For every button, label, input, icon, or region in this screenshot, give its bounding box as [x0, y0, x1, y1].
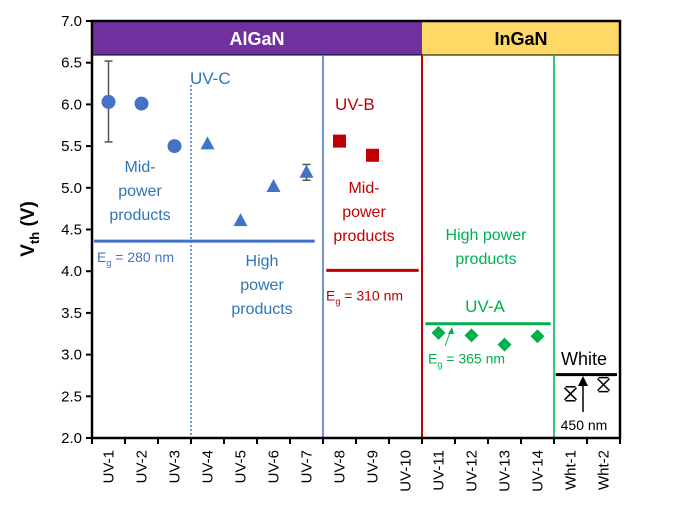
high-power-label: products	[231, 301, 292, 318]
data-point-circle	[101, 94, 116, 109]
x-tick-label: UV-14	[530, 450, 547, 492]
uva-label: UV-A	[465, 297, 505, 316]
white-label: White	[561, 349, 607, 369]
mid-power-label: products	[109, 207, 170, 224]
data-point-asterisk	[596, 376, 611, 393]
y-tick-label: 5.5	[61, 138, 82, 155]
band-label: InGaN	[494, 29, 547, 49]
band-ingan	[422, 21, 620, 55]
x-tick-label: UV-7	[299, 450, 316, 483]
label-rest: = 280 nm	[111, 249, 174, 265]
x-tick-label: UV-13	[497, 450, 514, 492]
y-tick-label: 4.0	[61, 263, 82, 280]
high-power-label: High power	[446, 227, 528, 244]
label-rest: = 365 nm	[442, 351, 505, 367]
x-tick-label: UV-1	[101, 450, 118, 483]
data-point-diamond	[431, 325, 446, 340]
eg-310-label: Eg = 310 nm	[326, 287, 403, 306]
x-tick-label: UV-8	[332, 450, 349, 483]
label-rest: (V)	[18, 201, 39, 232]
band-algan	[92, 21, 422, 55]
label-rest: = 310 nm	[340, 287, 403, 303]
label-sub: g	[437, 360, 442, 370]
eg-365-label: Eg = 365 nm	[428, 351, 505, 370]
label-sub: g	[335, 296, 340, 306]
label-sub: g	[106, 258, 111, 268]
data-point-triangle	[200, 136, 215, 150]
y-tick-label: 2.0	[61, 430, 82, 447]
data-point-triangle	[233, 213, 248, 227]
data-point-triangle	[266, 178, 281, 192]
data-point-circle	[167, 139, 182, 154]
x-tick-label: Wht-2	[596, 450, 613, 490]
data-point-circle	[134, 96, 149, 111]
y-axis-label: Vth (V)	[18, 201, 42, 257]
band-label: AlGaN	[229, 29, 284, 49]
mid-power-label: Mid-	[348, 180, 379, 197]
mid-power-label: power	[342, 204, 386, 221]
data-point-square	[366, 148, 379, 162]
data-point-diamond	[497, 337, 512, 352]
data-point-diamond	[464, 328, 479, 343]
high-power-label: power	[240, 277, 284, 294]
y-tick-label: 3.5	[61, 305, 82, 322]
x-tick-label: UV-12	[464, 450, 481, 492]
asterisk-stroke	[563, 387, 578, 401]
high-power-label: High	[246, 253, 279, 270]
asterisk-stroke	[596, 378, 611, 392]
y-tick-label: 5.0	[61, 180, 82, 197]
450nm-label: 450 nm	[561, 417, 608, 433]
arrow-head-icon	[578, 376, 588, 386]
x-tick-label: UV-6	[266, 450, 283, 483]
x-tick-label: UV-11	[431, 450, 448, 491]
uvc-label: UV-C	[190, 69, 231, 88]
label-main: E	[326, 287, 335, 303]
x-tick-label: UV-10	[398, 450, 415, 492]
data-point-square	[333, 134, 346, 148]
mid-power-label: products	[333, 228, 394, 245]
arrow-head-icon	[448, 327, 454, 334]
data-point-diamond	[530, 329, 545, 344]
y-tick-label: 6.0	[61, 96, 82, 113]
x-tick-label: UV-2	[134, 450, 151, 483]
x-tick-label: Wht-1	[563, 450, 580, 490]
y-tick-label: 4.5	[61, 222, 82, 239]
x-tick-label: UV-9	[365, 450, 382, 483]
label-sub: th	[27, 232, 42, 244]
label-main: E	[97, 249, 106, 265]
mid-power-label: power	[118, 183, 162, 200]
y-tick-label: 2.5	[61, 388, 82, 405]
x-tick-label: UV-3	[167, 450, 184, 483]
data-point-asterisk	[563, 386, 578, 402]
y-tick-label: 6.5	[61, 55, 82, 72]
label-main: E	[428, 351, 437, 367]
uvb-label: UV-B	[335, 95, 375, 114]
high-power-label: products	[455, 251, 516, 268]
label-main: V	[18, 244, 39, 257]
data-point-triangle	[299, 164, 314, 178]
eg-280-label: Eg = 280 nm	[97, 249, 174, 268]
x-tick-label: UV-5	[233, 450, 250, 483]
mid-power-label: Mid-	[124, 159, 155, 176]
y-tick-label: 7.0	[61, 13, 82, 30]
x-tick-label: UV-4	[200, 450, 217, 483]
y-tick-label: 3.0	[61, 347, 82, 364]
